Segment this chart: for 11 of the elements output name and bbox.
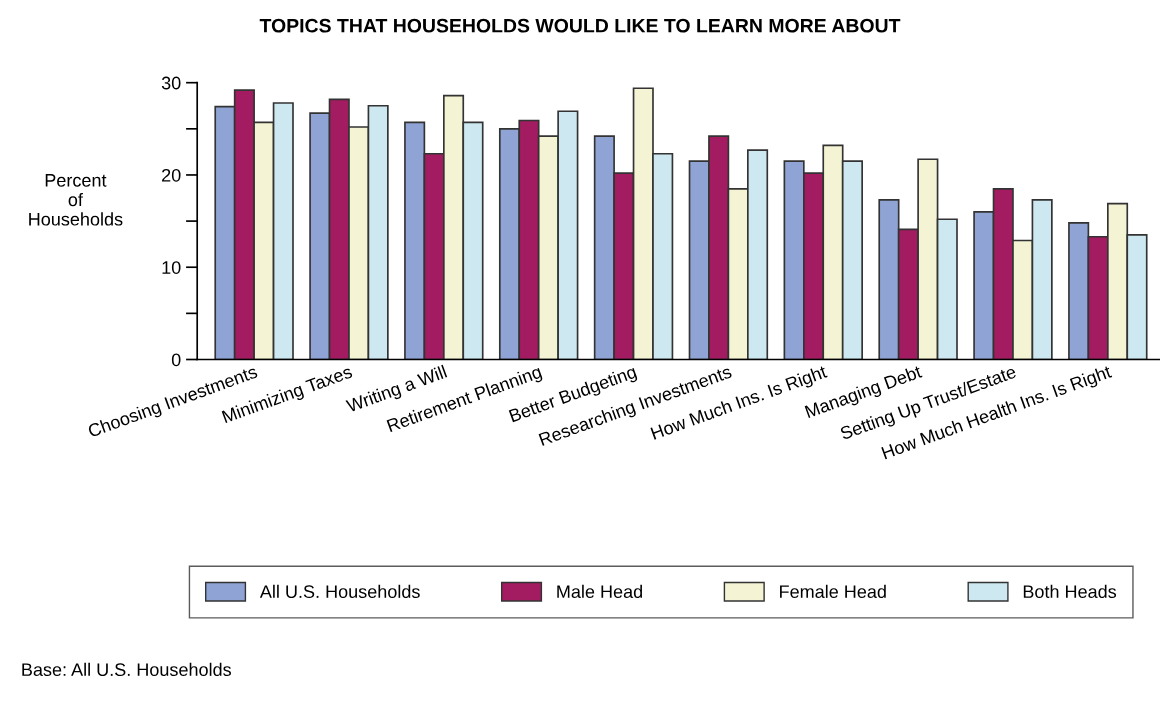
- legend-label: All U.S. Households: [259, 584, 420, 599]
- text: Base: All U.S. Households: [22, 662, 231, 677]
- chart-title: TOPICS THAT HOUSEHOLDS WOULD LIKE TO LEARN MORE ABOUT: [259, 18, 901, 33]
- legend-label: Male Head: [557, 584, 642, 599]
- y-tick-label: 30: [161, 76, 181, 90]
- y-tick-label: 0: [171, 353, 181, 367]
- y-tick-label: 20: [162, 168, 181, 182]
- y-axis-title: Percent of Households: [29, 174, 123, 226]
- y-tick-label: 10: [162, 261, 181, 274]
- legend-label: Both Heads: [1023, 584, 1117, 599]
- legend-label: Female Head: [780, 584, 886, 599]
